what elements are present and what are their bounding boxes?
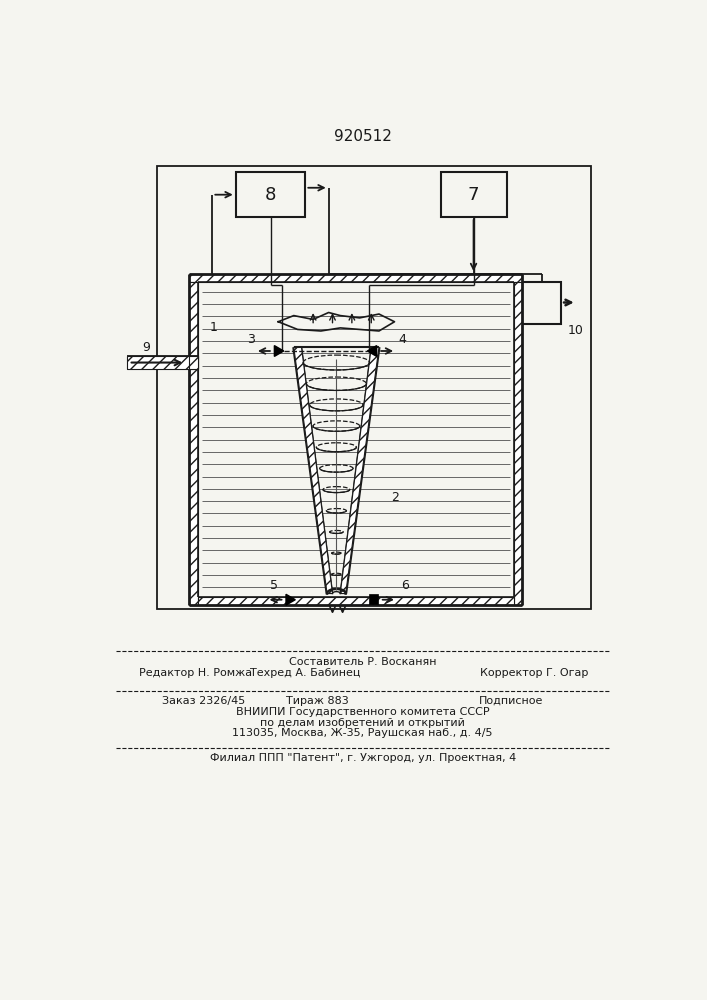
Text: Составитель Р. Восканян: Составитель Р. Восканян (289, 657, 436, 667)
Polygon shape (274, 346, 284, 356)
Text: 3: 3 (247, 333, 255, 346)
Bar (441, 172, 507, 217)
Text: Подписное: Подписное (479, 696, 543, 706)
Text: 8: 8 (265, 186, 276, 204)
Text: Корректор Г. Огар: Корректор Г. Огар (480, 668, 588, 678)
Bar (369, 594, 378, 604)
Text: 920512: 920512 (334, 129, 392, 144)
Bar (127, 356, 198, 369)
Text: 9: 9 (143, 341, 151, 354)
Bar (235, 172, 305, 217)
Bar (514, 282, 522, 605)
Bar (189, 356, 198, 369)
Bar (198, 597, 514, 605)
Text: 5: 5 (270, 579, 279, 592)
Text: Редактор Н. Ромжа: Редактор Н. Ромжа (139, 668, 252, 678)
Text: 2: 2 (391, 491, 399, 504)
Polygon shape (340, 347, 379, 594)
Bar (522, 282, 561, 324)
Polygon shape (293, 347, 332, 594)
Bar (156, 166, 590, 609)
Polygon shape (368, 346, 377, 356)
Bar (189, 274, 522, 282)
Text: 1: 1 (209, 321, 217, 334)
Text: Техред А. Бабинец: Техред А. Бабинец (250, 668, 361, 678)
Text: 7: 7 (468, 186, 479, 204)
Text: 4: 4 (398, 333, 407, 346)
Polygon shape (286, 594, 296, 605)
Text: ВНИИПИ Государственного комитета СССР: ВНИИПИ Государственного комитета СССР (236, 707, 489, 717)
Text: 10: 10 (567, 324, 583, 337)
Text: Заказ 2326/45: Заказ 2326/45 (162, 696, 245, 706)
Text: 6: 6 (401, 579, 409, 592)
Text: 113035, Москва, Ж-35, Раушская наб., д. 4/5: 113035, Москва, Ж-35, Раушская наб., д. … (233, 728, 493, 738)
Text: Тираж 883: Тираж 883 (286, 696, 349, 706)
Text: по делам изобретений и открытий: по делам изобретений и открытий (260, 718, 465, 728)
Bar (189, 282, 198, 605)
Text: Филиал ППП "Патент", г. Ужгород, ул. Проектная, 4: Филиал ППП "Патент", г. Ужгород, ул. Про… (209, 753, 516, 763)
